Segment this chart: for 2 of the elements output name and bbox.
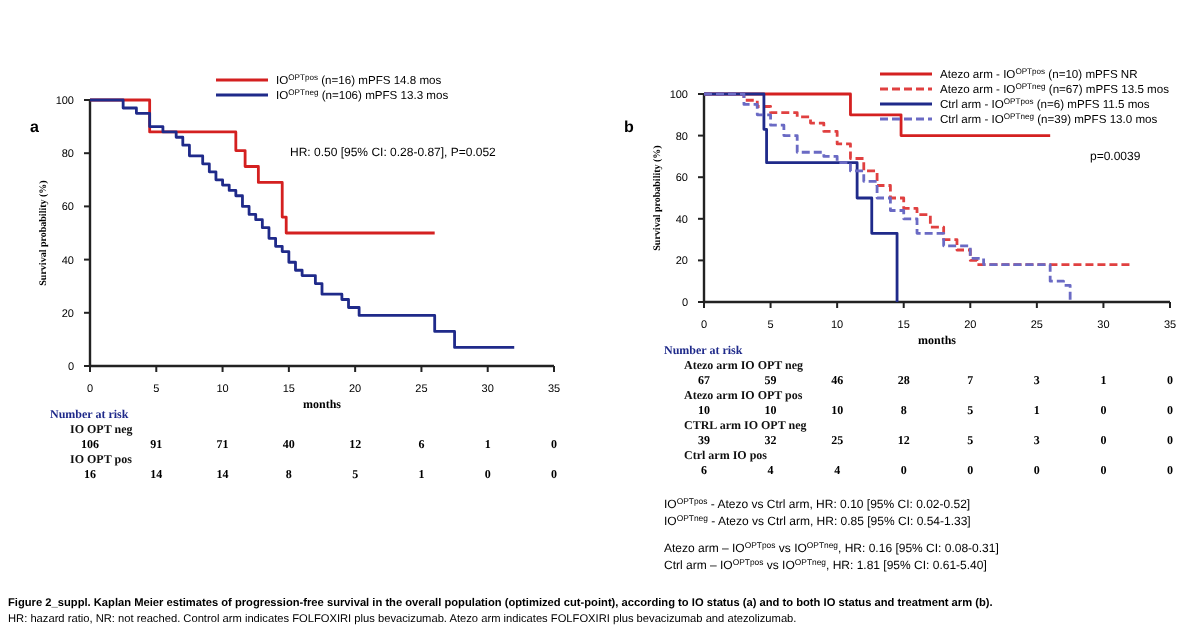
text: a xyxy=(30,118,40,136)
text: b xyxy=(624,118,634,136)
